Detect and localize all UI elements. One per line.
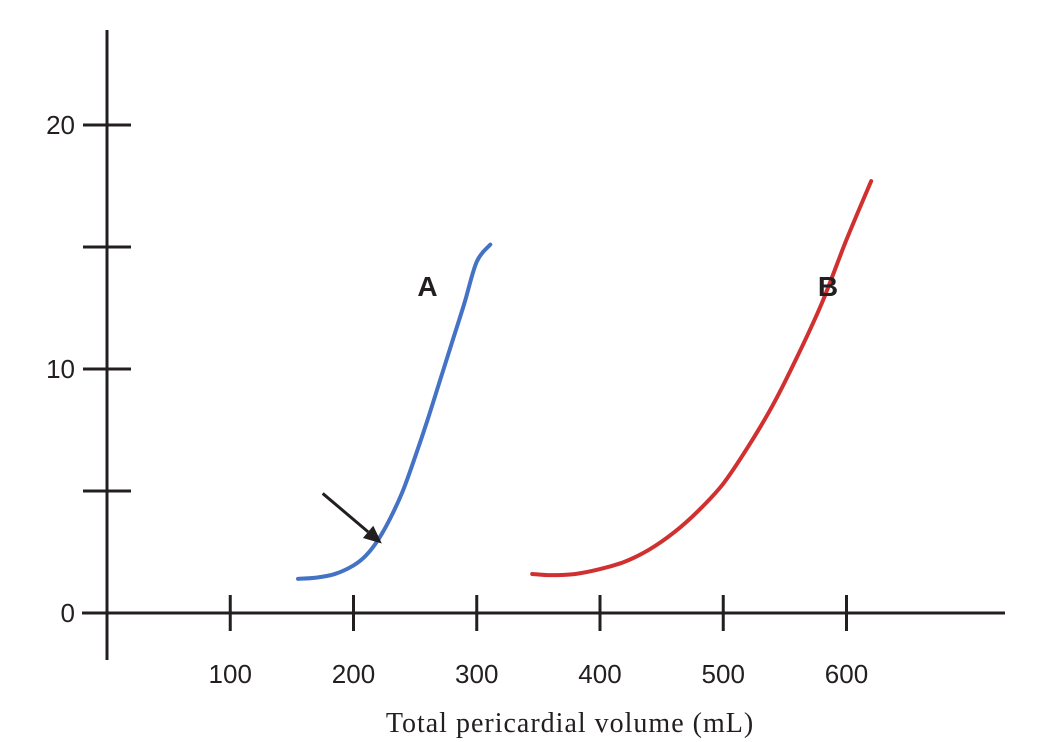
y-tick-label-0: 0	[61, 598, 75, 628]
arrow-head	[362, 525, 382, 544]
series-label-b: B	[818, 271, 838, 302]
x-tick-label-200: 200	[332, 659, 375, 689]
x-tick-label-600: 600	[825, 659, 868, 689]
axes	[82, 30, 1005, 660]
series-label-a: A	[417, 271, 437, 302]
y-tick-label-20: 20	[46, 110, 75, 140]
arrow-shaft	[321, 492, 370, 533]
annotation-layer	[321, 492, 382, 544]
y-tick-label-10: 10	[46, 354, 75, 384]
series-line-a	[296, 242, 493, 581]
x-ticks: 100 200 300 400 500 600	[209, 595, 868, 689]
y-ticks: 0 10 20	[46, 110, 131, 628]
x-tick-label-300: 300	[455, 659, 498, 689]
series-line-b	[530, 179, 874, 578]
x-tick-label-100: 100	[209, 659, 252, 689]
x-axis-title: Total pericardial volume (mL)	[386, 708, 754, 739]
x-tick-label-400: 400	[578, 659, 621, 689]
x-tick-label-500: 500	[702, 659, 745, 689]
